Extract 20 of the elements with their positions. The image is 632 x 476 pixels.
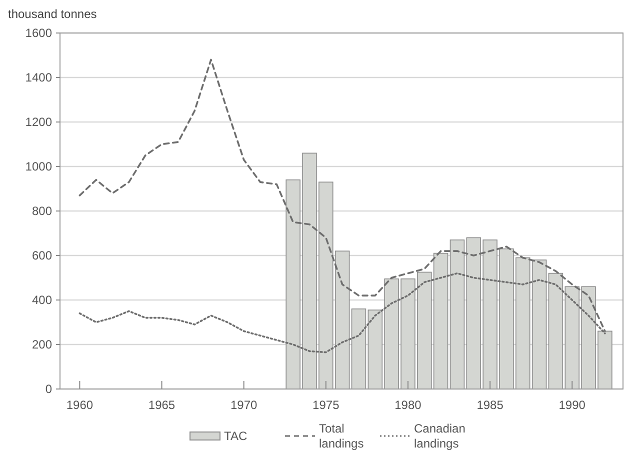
- x-tick-label: 1970: [230, 398, 258, 412]
- x-tick-label: 1975: [312, 398, 340, 412]
- y-axis-title: thousand tonnes: [8, 7, 97, 21]
- y-tick-label: 800: [32, 204, 52, 218]
- legend-label: TAC: [224, 429, 248, 443]
- y-tick-label: 1000: [25, 160, 52, 174]
- y-tick-label: 1400: [25, 70, 52, 85]
- y-tick-label: 400: [32, 293, 52, 308]
- y-tick-label: 0: [45, 382, 52, 396]
- y-tick-label: 200: [32, 338, 52, 352]
- x-tick-label: 1990: [558, 398, 586, 412]
- x-tick-label: 1960: [66, 398, 94, 412]
- y-tick-label: 1200: [25, 115, 52, 130]
- x-tick-label: 1985: [476, 398, 504, 412]
- legend-label: Canadian landings: [414, 422, 466, 450]
- y-tick-label: 1600: [25, 26, 52, 40]
- y-tick-label: 600: [32, 248, 52, 263]
- x-tick-label: 1980: [394, 398, 422, 412]
- legend-label: Total landings: [319, 422, 364, 450]
- x-tick-label: 1965: [148, 398, 176, 412]
